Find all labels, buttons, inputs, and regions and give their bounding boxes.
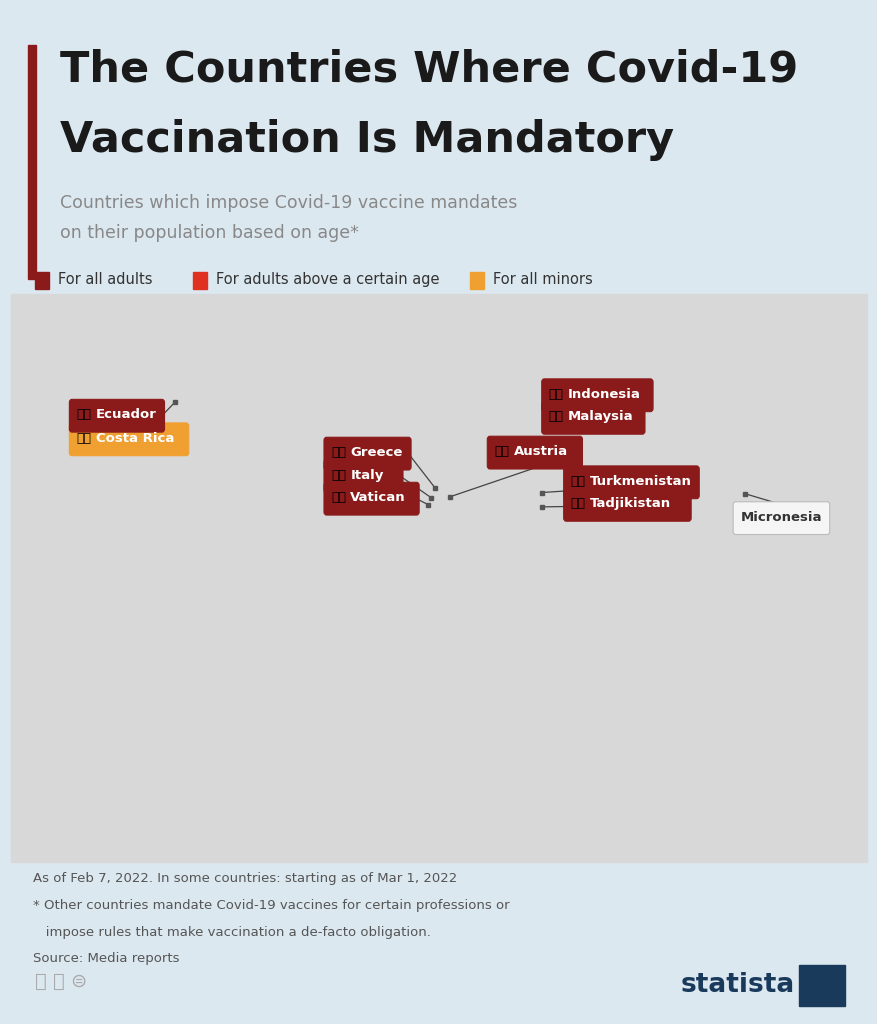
Text: 🇻🇦: 🇻🇦 [331,492,346,504]
Text: Vatican: Vatican [350,492,405,504]
Text: Countries which impose Covid-19 vaccine mandates: Countries which impose Covid-19 vaccine … [60,194,517,212]
Text: 🇦🇹: 🇦🇹 [494,445,509,458]
Text: Micronesia: Micronesia [740,511,822,523]
FancyBboxPatch shape [324,460,403,493]
Text: Turkmenistan: Turkmenistan [589,475,691,487]
Text: The Countries Where Covid-19: The Countries Where Covid-19 [60,48,797,90]
FancyBboxPatch shape [69,399,164,432]
FancyBboxPatch shape [563,466,698,499]
Text: For adults above a certain age: For adults above a certain age [216,272,439,287]
Text: 🇹🇯: 🇹🇯 [570,498,585,510]
Text: ⓒ ⓘ ⊜: ⓒ ⓘ ⊜ [35,972,88,990]
Text: 🇲🇾: 🇲🇾 [548,411,563,423]
Text: 🇪🇨: 🇪🇨 [76,409,91,421]
Text: * Other countries mandate Covid-19 vaccines for certain professions or: * Other countries mandate Covid-19 vacci… [33,899,510,912]
FancyBboxPatch shape [324,437,410,470]
Text: Vaccination Is Mandatory: Vaccination Is Mandatory [60,119,673,161]
FancyBboxPatch shape [487,436,581,469]
Text: 🇬🇷: 🇬🇷 [331,446,346,459]
Text: As of Feb 7, 2022. In some countries: starting as of Mar 1, 2022: As of Feb 7, 2022. In some countries: st… [33,872,457,886]
Text: 🇨🇷: 🇨🇷 [76,432,91,444]
Text: For all adults: For all adults [58,272,153,287]
FancyBboxPatch shape [563,488,690,521]
FancyBboxPatch shape [69,423,189,456]
Bar [28,45,36,279]
Text: For all minors: For all minors [492,272,592,287]
Text: on their population based on age*: on their population based on age* [60,223,358,242]
Text: 🇮🇩: 🇮🇩 [548,388,563,400]
Bar [35,272,49,289]
Text: Tadjikistan: Tadjikistan [589,498,670,510]
Text: impose rules that make vaccination a de-facto obligation.: impose rules that make vaccination a de-… [33,926,431,939]
Bar [469,272,483,289]
Text: Italy: Italy [350,469,383,481]
Text: statista: statista [680,972,794,998]
Text: Malaysia: Malaysia [567,411,633,423]
FancyBboxPatch shape [541,401,645,434]
Text: Austria: Austria [513,445,567,458]
Text: 🇮🇹: 🇮🇹 [331,469,346,481]
Bar [193,272,207,289]
FancyBboxPatch shape [732,502,829,535]
Text: Costa Rica: Costa Rica [96,432,174,444]
Text: Source: Media reports: Source: Media reports [33,952,180,966]
Text: Greece: Greece [350,446,403,459]
Text: 🇹🇲: 🇹🇲 [570,475,585,487]
FancyBboxPatch shape [324,482,418,515]
Bar [11,294,866,862]
Text: Ecuador: Ecuador [96,409,156,421]
FancyBboxPatch shape [541,379,652,412]
Bar [798,965,844,1006]
Text: Indonesia: Indonesia [567,388,640,400]
